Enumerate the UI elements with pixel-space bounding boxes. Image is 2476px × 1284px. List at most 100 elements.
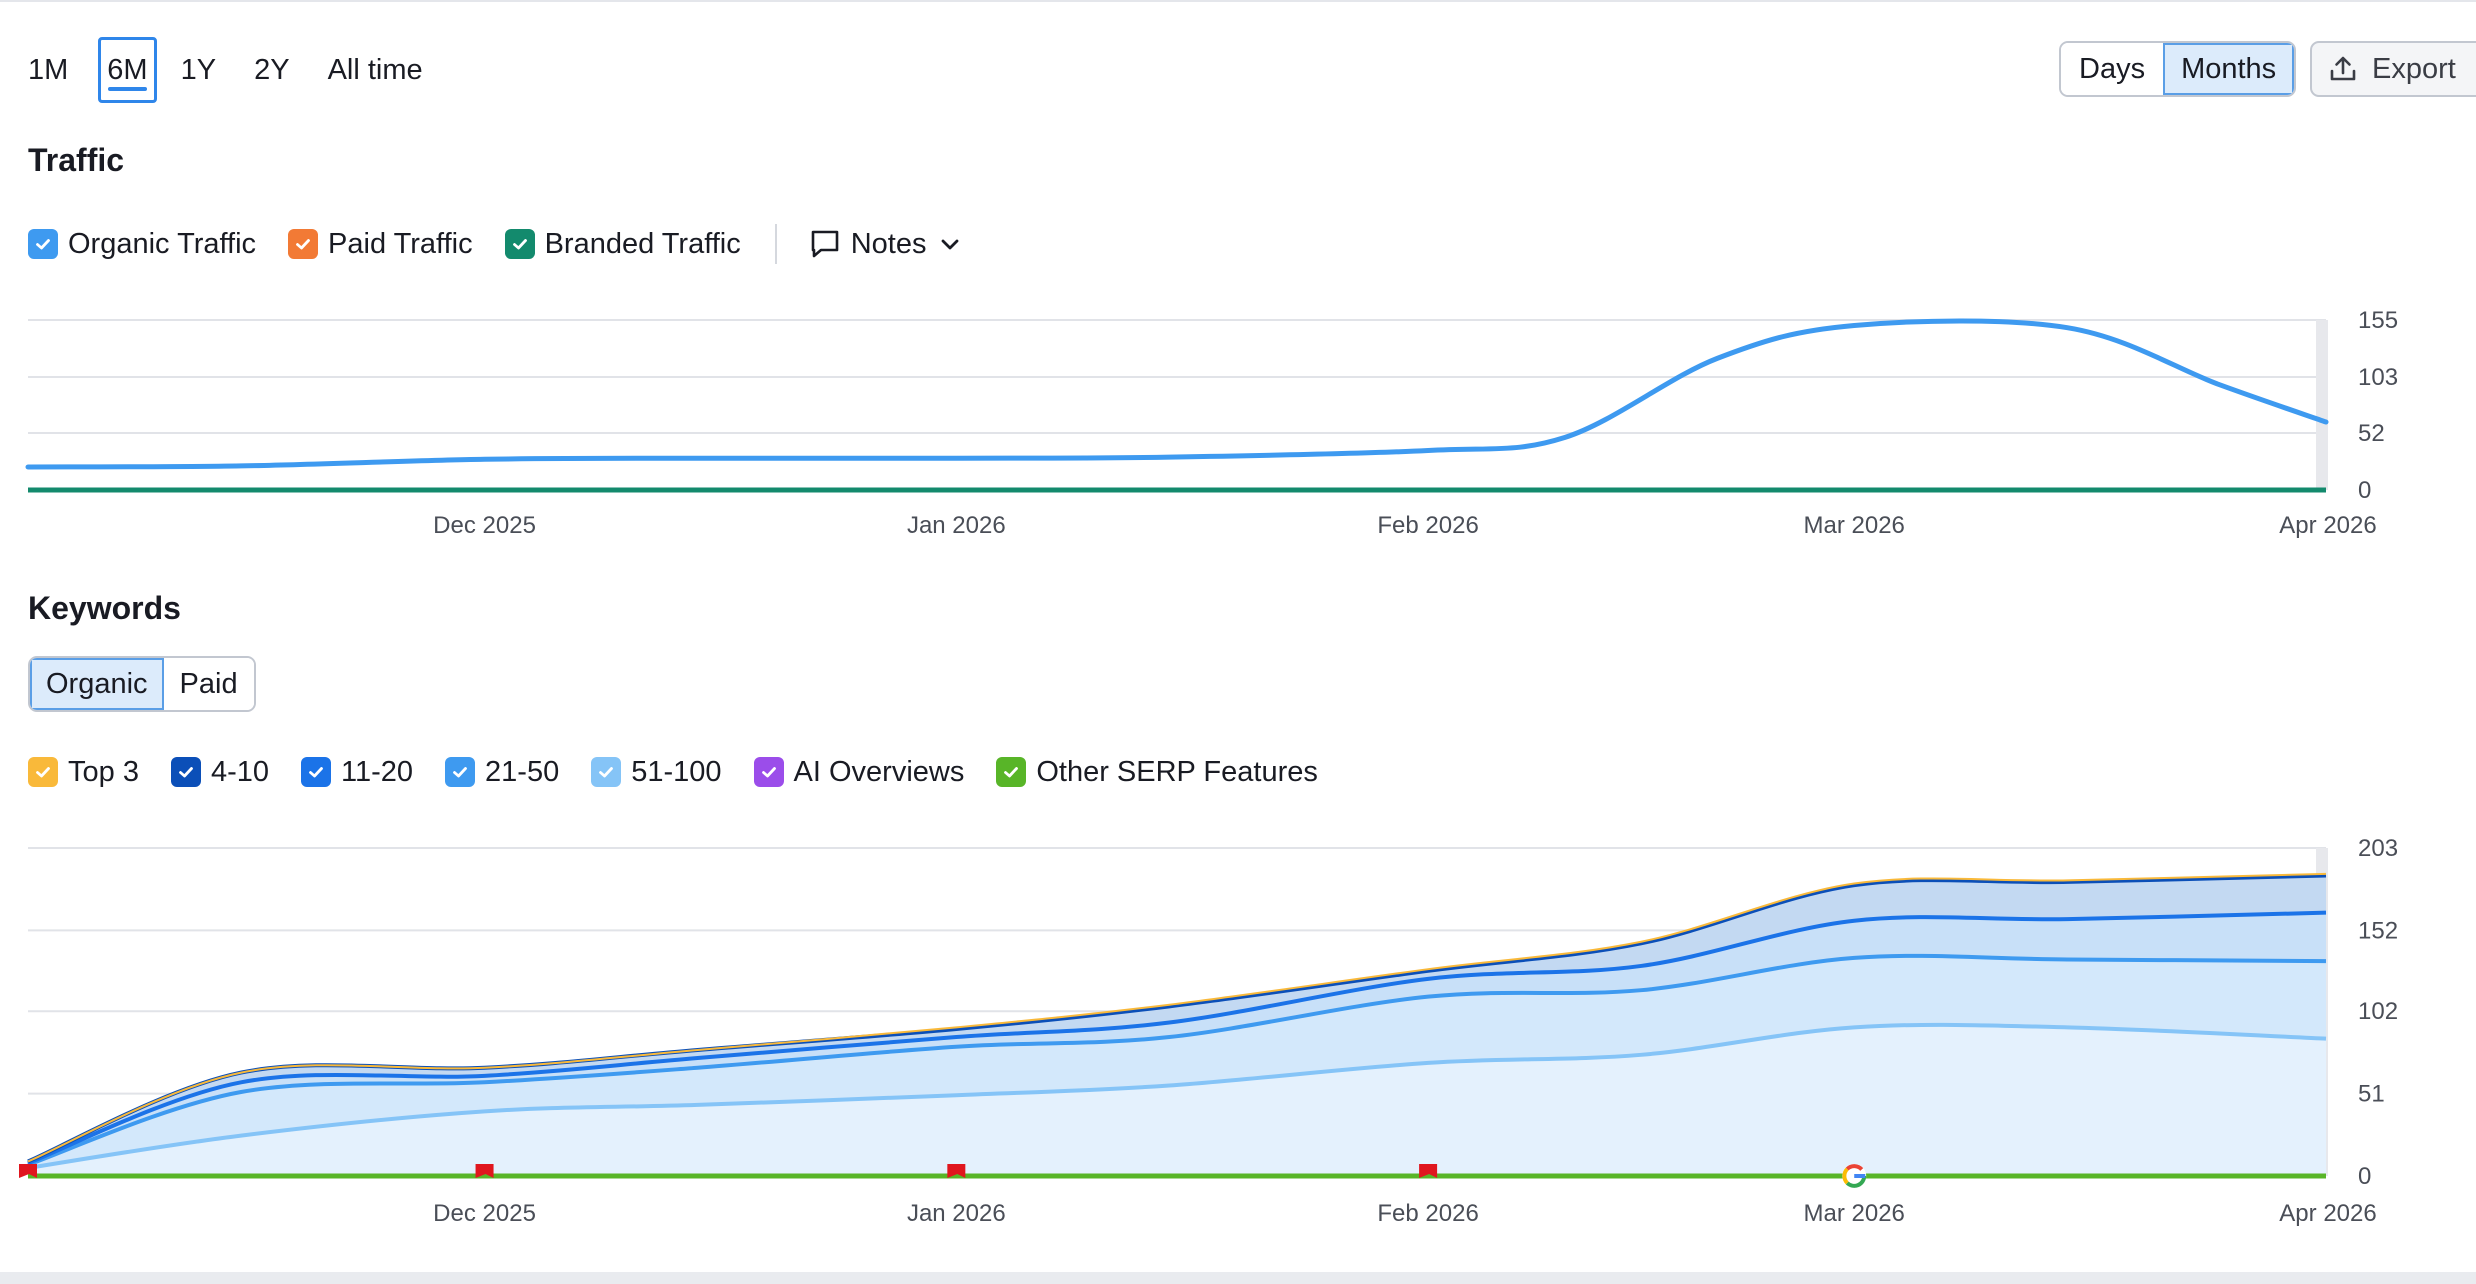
red-flag-icon <box>19 1164 37 1178</box>
area-51-100 <box>28 1024 2326 1176</box>
flag-shape <box>947 1164 966 1178</box>
legend-label: Organic Traffic <box>68 227 257 260</box>
traffic-x-tick-label: Mar 2026 <box>1804 512 1905 539</box>
checkbox-checked-icon <box>445 757 476 787</box>
comment-icon <box>811 230 839 258</box>
legend-top-3[interactable]: Top 3 <box>28 756 139 789</box>
keywords-y-tick-label: 51 <box>2358 1081 2385 1108</box>
notes-label: Notes <box>850 227 927 260</box>
legend-51-100[interactable]: 51-100 <box>591 755 722 789</box>
flag-shape <box>19 1164 37 1178</box>
keywords-y-tick-label: 152 <box>2358 917 2398 944</box>
range-label: 1M <box>28 53 69 86</box>
line-51-100 <box>27 1022 2327 1170</box>
checkbox-checked-icon <box>504 229 535 259</box>
traffic-y-tick-label: 155 <box>2358 307 2398 334</box>
organic-traffic-line <box>25 318 2329 470</box>
line-top-3 <box>27 872 2327 1163</box>
export-button[interactable]: Export <box>2310 41 2476 97</box>
traffic-x-tick-label: Apr 2026 <box>2279 512 2376 539</box>
range-label: 6M <box>107 53 148 86</box>
legend-label: 11-20 <box>341 755 414 788</box>
legend-11-20[interactable]: 11-20 <box>301 756 413 789</box>
keywords-x-tick-label: Dec 2025 <box>433 1200 536 1227</box>
range-label: 1Y <box>180 53 217 86</box>
keywords-y-tick-label: 102 <box>2358 998 2398 1025</box>
date-range-tabs: 1M 6M 1Y 2Y All time <box>28 36 461 104</box>
range-label: All time <box>327 53 423 86</box>
days-button[interactable]: Days <box>2061 43 2164 95</box>
legend-other-serp-features[interactable]: Other SERP Features <box>996 756 1318 789</box>
checkbox-checked-icon <box>28 229 58 259</box>
chevron-down-icon <box>941 239 958 250</box>
range-6m[interactable]: 6M <box>98 37 157 103</box>
keywords-type-toggle: Organic Paid <box>28 656 256 712</box>
range-1y[interactable]: 1Y <box>181 37 216 103</box>
legend-label: Paid Traffic <box>328 227 473 260</box>
range-2y[interactable]: 2Y <box>254 37 289 103</box>
line-21-50 <box>27 953 2327 1167</box>
traffic-scroll-handle <box>2316 320 2328 490</box>
traffic-x-tick-label: Feb 2026 <box>1377 512 1478 539</box>
traffic-y-tick-label: 0 <box>2358 477 2371 504</box>
traffic-chart: 0 52 103 155 Dec 2025 Jan 2026 Feb 2026 Mar 202… <box>25 307 2398 539</box>
legend-ai-overviews[interactable]: AI Overviews <box>753 755 965 789</box>
keywords-x-tick-label: Apr 2026 <box>2279 1200 2376 1227</box>
line-11-20 <box>27 910 2327 1165</box>
google-arc-yellow <box>1842 1167 1849 1185</box>
paid-tab[interactable]: Paid <box>163 658 254 710</box>
legend-label: 4-10 <box>210 755 269 788</box>
top-border <box>0 0 2476 2</box>
bottom-scroll-band <box>0 1272 2476 1284</box>
traffic-legend: Organic Traffic Paid Traffic Branded Tra… <box>28 222 973 266</box>
organic-tab[interactable]: Organic <box>30 658 164 710</box>
legend-label: 51-100 <box>631 755 722 788</box>
google-arc-red <box>1845 1164 1864 1171</box>
keywords-x-tick-label: Jan 2026 <box>907 1200 1006 1227</box>
checkbox-checked-icon <box>996 757 1027 787</box>
checkbox-checked-icon <box>28 757 58 787</box>
google-update-icon <box>1842 1164 1867 1188</box>
range-label: 2Y <box>254 53 290 86</box>
checkbox-checked-icon <box>753 757 784 787</box>
range-all-time[interactable]: All time <box>328 37 423 103</box>
legend-paid-traffic[interactable]: Paid Traffic <box>288 228 473 261</box>
keywords-x-tick-label: Mar 2026 <box>1804 1200 1905 1227</box>
traffic-y-tick-label: 103 <box>2358 364 2398 391</box>
months-button[interactable]: Months <box>2163 43 2295 95</box>
red-flag-icon <box>1419 1164 1438 1178</box>
flag-shape <box>475 1164 494 1178</box>
keywords-title: Keywords <box>28 590 181 626</box>
google-arc-green <box>1845 1175 1867 1188</box>
legend-4-10[interactable]: 4-10 <box>170 755 269 789</box>
red-flag-icon <box>947 1164 966 1178</box>
legend-label: 21-50 <box>485 755 560 788</box>
traffic-x-tick-label: Jan 2026 <box>907 512 1006 539</box>
legend-branded-traffic[interactable]: Branded Traffic <box>504 227 741 261</box>
legend-divider <box>774 224 777 264</box>
legend-label: Branded Traffic <box>544 227 741 260</box>
checkbox-checked-icon <box>301 757 331 787</box>
upload-icon <box>2330 56 2356 81</box>
granularity-toggle: Days Months <box>2059 41 2297 97</box>
legend-label: Top 3 <box>68 755 139 788</box>
keywords-y-tick-label: 203 <box>2358 835 2398 862</box>
keywords-x-tick-label: Feb 2026 <box>1377 1200 1478 1227</box>
checkbox-checked-icon <box>288 229 319 259</box>
checkbox-checked-icon <box>591 757 622 787</box>
legend-organic-traffic[interactable]: Organic Traffic <box>28 228 256 261</box>
checkbox-checked-icon <box>170 757 201 787</box>
legend-label: AI Overviews <box>793 755 965 788</box>
range-1m[interactable]: 1M <box>28 37 68 103</box>
export-label: Export <box>2372 52 2456 85</box>
keywords-y-tick-label: 0 <box>2358 1163 2371 1190</box>
legend-label: Other SERP Features <box>1036 755 1318 788</box>
red-flag-icon <box>475 1164 494 1178</box>
traffic-x-tick-label: Dec 2025 <box>433 512 536 539</box>
keywords-legend: Top 3 4-10 11-20 21-50 51-100 AI Overvie… <box>28 750 1350 794</box>
notes-dropdown[interactable]: Notes <box>809 228 973 261</box>
flag-shape <box>1419 1164 1438 1178</box>
traffic-y-tick-label: 52 <box>2358 420 2385 447</box>
legend-21-50[interactable]: 21-50 <box>445 756 559 789</box>
